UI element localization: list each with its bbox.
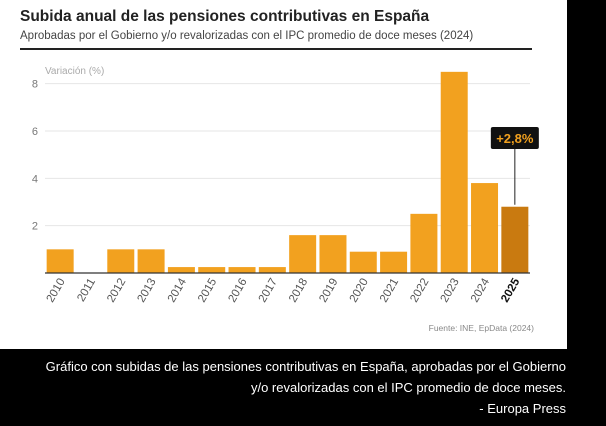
bar-2018 [289, 235, 317, 273]
bar-2021 [380, 251, 408, 273]
x-tick-label: 2012 [105, 277, 128, 305]
x-tick-label: 2022 [408, 277, 431, 305]
bar-2023 [440, 71, 468, 273]
highlight-label-box [490, 127, 539, 149]
title-divider [20, 48, 532, 50]
x-tick-label: 2024 [469, 276, 492, 305]
x-tick-label: 2020 [348, 277, 371, 305]
x-tick-label: 2023 [439, 277, 462, 305]
bar-2016 [228, 267, 256, 273]
y-tick-label: 8 [32, 79, 38, 91]
bar-2022 [410, 213, 438, 273]
x-tick-label: 2013 [136, 277, 159, 305]
x-tick-label: 2010 [45, 277, 68, 305]
y-tick-label: 4 [32, 173, 38, 185]
bar-2013 [137, 249, 165, 273]
chart-title: Subida anual de las pensiones contributi… [20, 8, 430, 25]
x-tick-label: 2011 [75, 277, 98, 304]
bar-2020 [349, 251, 377, 273]
chart-subtitle: Aprobadas por el Gobierno y/o revaloriza… [20, 30, 474, 42]
bar-chart: 2 4 6 8 Variación (%) 2010 2011 2012 2013 2014 201… [32, 66, 539, 305]
x-tick-label: 2014 [166, 276, 189, 305]
source-note: Fuente: INE, EpData (2024) [428, 323, 534, 333]
x-tick-label: 2018 [287, 277, 310, 305]
bar-2014 [167, 267, 195, 273]
caption-line-2: y/o revalorizadas con el IPC promedio de… [250, 380, 566, 395]
y-tick-label: 6 [32, 126, 38, 138]
bar-2017 [258, 267, 286, 273]
caption-line-1: Gráfico con subidas de las pensiones con… [45, 359, 566, 374]
chart-card: Subida anual de las pensiones contributi… [0, 0, 567, 349]
highlight-data-label: +2,8% [496, 131, 534, 146]
x-tick-label: 2015 [196, 277, 219, 305]
x-tick-label: 2025 [499, 276, 522, 305]
bar-2015 [198, 267, 226, 273]
caption-credit: - Europa Press [479, 401, 566, 416]
bar-2019 [319, 235, 347, 273]
bar-2025 [501, 206, 529, 273]
x-tick-label: 2016 [226, 277, 249, 305]
bar-2012 [107, 249, 135, 273]
image-caption: Gráfico con subidas de las pensiones con… [0, 356, 566, 419]
x-tick-label: 2021 [378, 277, 401, 305]
y-axis-title: Variación (%) [45, 66, 104, 77]
x-tick-label: 2017 [257, 277, 280, 305]
y-tick-label: 2 [32, 221, 38, 233]
x-tick-label: 2019 [317, 277, 340, 305]
bar-2024 [471, 183, 499, 273]
bar-2010 [46, 249, 74, 273]
